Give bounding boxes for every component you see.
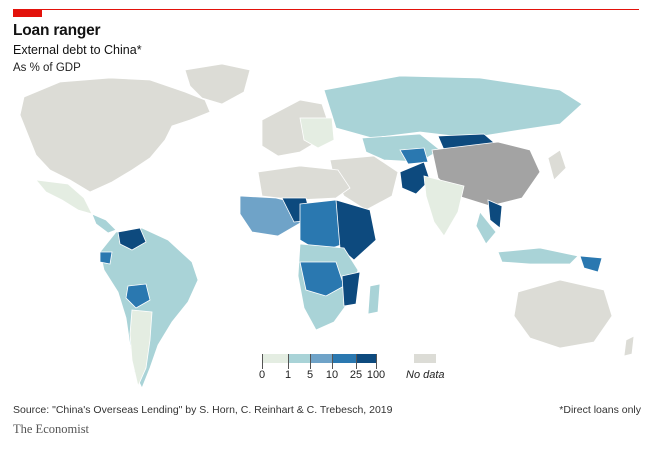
legend-swatch-10 [332,354,356,363]
region-kyrgyzstan-tajikistan [399,147,429,165]
unit-label: As % of GDP [13,62,81,74]
region-papua-new-guinea [579,255,603,273]
region-central-america [91,213,117,234]
brand-wordmark: The Economist [13,422,90,436]
legend-label: 5 [306,369,314,381]
footnote: *Direct loans only [559,404,641,416]
region-mexico [35,179,93,215]
region-venezuela [117,227,147,251]
brand-red-tag [13,9,42,17]
no-data-swatch [414,354,436,363]
region-argentina-chile [129,309,153,388]
region-pakistan [399,161,431,195]
region-east-africa [335,199,377,261]
region-eastern-europe [299,117,335,149]
region-north-africa [257,165,351,201]
region-greenland [184,63,251,105]
region-north-america [19,77,211,193]
chart-title: Loan ranger [13,22,101,39]
region-ecuador [99,251,113,265]
legend-tick [262,354,263,369]
region-russia [323,75,583,139]
region-madagascar [367,283,381,315]
legend-label: 1 [284,369,292,381]
legend-label: 25 [349,369,363,381]
region-south-america [99,227,199,389]
legend-label: 0 [258,369,266,381]
region-india [423,175,465,237]
legend-tick [288,354,289,369]
legend-tick [356,354,357,369]
legend-swatch-1 [288,354,310,363]
legend-label: 10 [325,369,339,381]
legend-label: 100 [366,369,386,381]
legend-tick [332,354,333,369]
legend-swatch-5 [310,354,332,363]
region-bolivia [125,283,151,309]
legend-swatch-25 [356,354,376,363]
region-australia [513,279,613,349]
region-new-zealand [623,335,635,357]
region-mozambique [341,271,361,307]
top-rule [13,9,639,10]
chart-subtitle: External debt to China* [13,43,142,57]
region-indonesia [497,247,579,265]
no-data-label: No data [406,369,445,381]
legend-swatch-0 [262,354,288,363]
region-southeast-asia [475,211,497,245]
legend-tick [376,354,377,369]
region-laos-cambodia [487,199,503,229]
region-angola-zambia [299,261,345,297]
region-japan [547,149,567,181]
legend-tick [310,354,311,369]
source-note: Source: "China's Overseas Lending" by S.… [13,404,393,416]
